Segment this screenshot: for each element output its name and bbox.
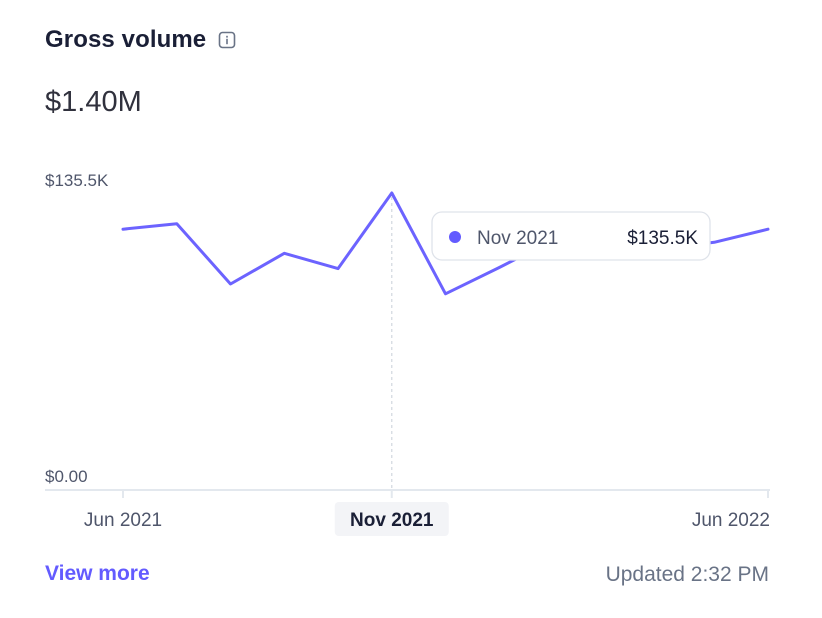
x-tick-label: Jun 2021 [84,510,162,531]
card-header: Gross volume [45,26,236,54]
tooltip-dot [449,231,461,243]
tooltip-label: Nov 2021 [477,228,558,249]
data-point [497,266,501,270]
x-tick-label: Nov 2021 [350,510,434,531]
data-point [390,191,394,195]
data-point [282,251,286,255]
data-point [175,222,179,226]
chart-svg: $135.5K $0.00 Jun 2021 Nov 2021 Jun 2022 Nov … [45,171,770,536]
data-point [336,267,340,271]
data-point [229,282,233,286]
info-icon[interactable] [218,31,236,49]
view-more-link[interactable]: View more [45,562,150,585]
x-tick-highlight-bg [334,502,449,536]
tooltip-box [431,211,711,261]
y-axis-top-label: $135.5K [45,171,109,190]
data-point [712,240,716,244]
tooltip-value: $135.5K [627,228,698,249]
data-point [766,227,770,231]
y-axis-bottom-label: $0.00 [45,467,88,486]
x-tick-label: Jun 2022 [692,510,770,531]
updated-timestamp: Updated 2:32 PM [605,563,769,586]
total-amount: $1.40M [45,86,142,118]
data-point [121,227,125,231]
gross-volume-chart[interactable]: $135.5K $0.00 Jun 2021 Nov 2021 Jun 2022 Nov … [0,160,822,540]
card-title: Gross volume [45,26,207,53]
data-point [444,292,448,296]
